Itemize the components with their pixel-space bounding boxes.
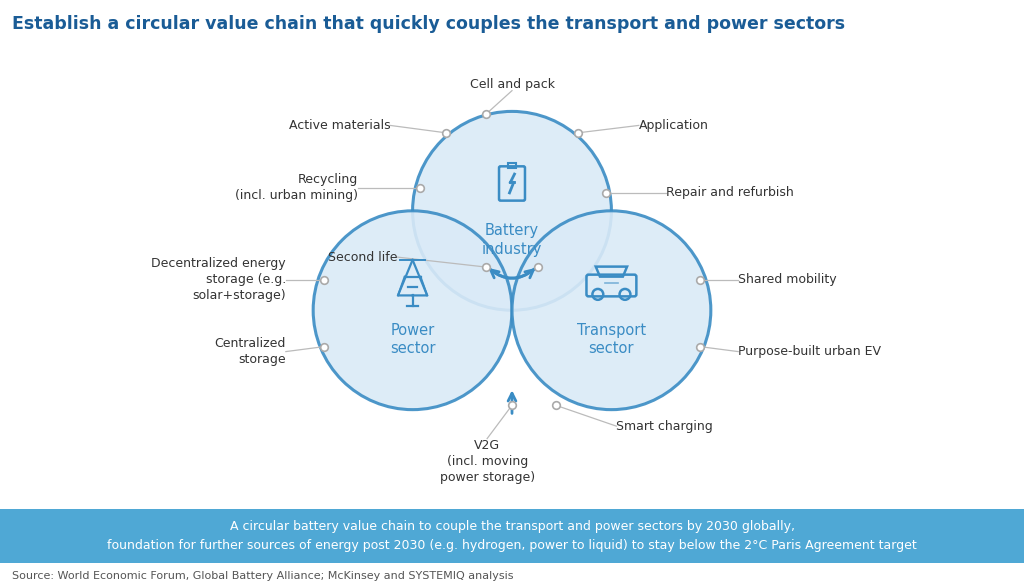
Text: Application: Application: [639, 119, 709, 132]
Text: V2G
(incl. moving
power storage): V2G (incl. moving power storage): [439, 439, 535, 483]
Text: Centralized
storage: Centralized storage: [214, 337, 286, 366]
Text: Decentralized energy
storage (e.g.
solar+storage): Decentralized energy storage (e.g. solar…: [152, 257, 286, 302]
FancyBboxPatch shape: [0, 563, 1024, 588]
FancyBboxPatch shape: [0, 509, 1024, 564]
Text: Smart charging: Smart charging: [616, 420, 713, 433]
Circle shape: [413, 111, 611, 310]
Text: Active materials: Active materials: [289, 119, 390, 132]
Text: Source: World Economic Forum, Global Battery Alliance; McKinsey and SYSTEMIQ ana: Source: World Economic Forum, Global Bat…: [12, 571, 514, 581]
Text: Second life: Second life: [328, 250, 397, 263]
Text: Transport
sector: Transport sector: [577, 323, 646, 356]
Text: Purpose-built urban EV: Purpose-built urban EV: [738, 345, 882, 358]
Text: A circular battery value chain to couple the transport and power sectors by 2030: A circular battery value chain to couple…: [108, 520, 916, 552]
Text: Cell and pack: Cell and pack: [469, 78, 555, 91]
Circle shape: [313, 211, 512, 410]
Text: Battery
industry: Battery industry: [482, 223, 542, 257]
Text: Shared mobility: Shared mobility: [738, 273, 837, 286]
Text: Power
sector: Power sector: [390, 323, 435, 356]
Text: Repair and refurbish: Repair and refurbish: [666, 186, 794, 199]
Text: Establish a circular value chain that quickly couples the transport and power se: Establish a circular value chain that qu…: [12, 15, 846, 33]
Text: Recycling
(incl. urban mining): Recycling (incl. urban mining): [234, 173, 358, 202]
Circle shape: [512, 211, 711, 410]
